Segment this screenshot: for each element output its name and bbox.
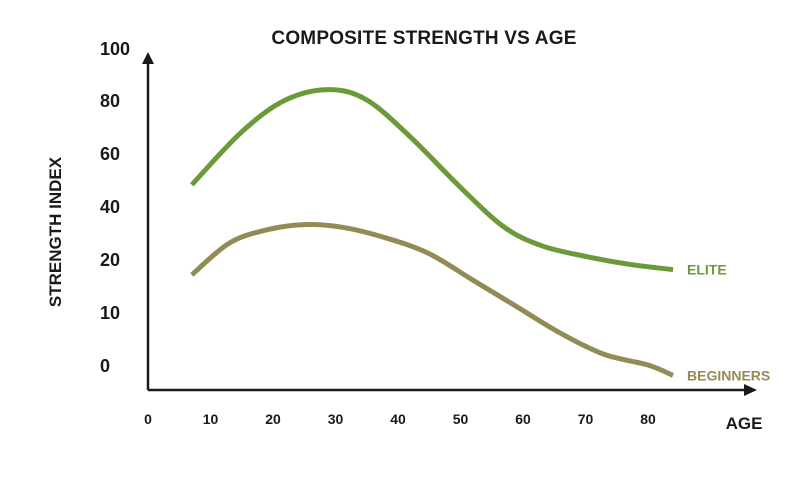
y-tick-label: 60 <box>100 144 120 164</box>
x-tick-labels: 0 10 20 30 40 50 60 70 80 <box>144 411 656 427</box>
chart-title: COMPOSITE STRENGTH VS AGE <box>271 28 576 49</box>
series-labels: ELITE BEGINNERS <box>687 262 770 384</box>
y-tick-label: 10 <box>100 303 120 323</box>
x-tick-label: 80 <box>640 411 656 427</box>
y-axis-arrow <box>142 52 154 64</box>
y-tick-label: 0 <box>100 356 110 376</box>
series-label-elite: ELITE <box>687 262 727 278</box>
series-lines <box>189 87 674 378</box>
x-tick-label: 60 <box>515 411 531 427</box>
series-line-elite <box>189 87 674 273</box>
x-tick-label: 0 <box>144 411 152 427</box>
y-axis-label: STRENGTH INDEX <box>46 156 65 307</box>
series-label-beginners: BEGINNERS <box>687 367 770 383</box>
y-tick-label: 80 <box>100 91 120 111</box>
series-line-beginners <box>190 221 674 378</box>
y-tick-label: 40 <box>100 197 120 217</box>
x-tick-label: 40 <box>390 411 406 427</box>
x-axis-arrow <box>744 384 757 396</box>
x-axis-label: AGE <box>726 414 763 433</box>
x-tick-label: 70 <box>578 411 594 427</box>
y-tick-labels: 0 10 20 40 60 80 100 <box>100 39 130 376</box>
y-tick-label: 100 <box>100 39 130 59</box>
y-tick-label: 20 <box>100 250 120 270</box>
x-tick-label: 20 <box>265 411 281 427</box>
x-tick-label: 10 <box>203 411 219 427</box>
x-tick-label: 50 <box>453 411 469 427</box>
x-tick-label: 30 <box>328 411 344 427</box>
